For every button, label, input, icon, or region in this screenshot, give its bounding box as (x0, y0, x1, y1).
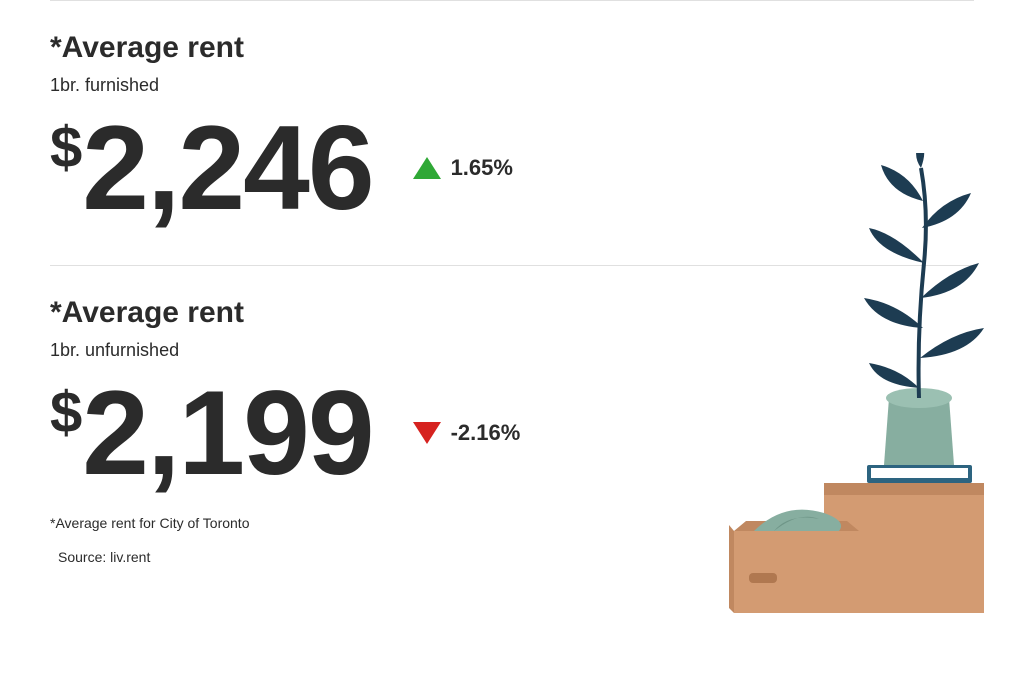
stat-value: $ 2,246 (50, 111, 373, 225)
stat-value: $ 2,199 (50, 376, 373, 490)
stat-number: 2,246 (82, 111, 372, 225)
triangle-up-icon (413, 157, 441, 179)
stat-change: -2.16% (413, 420, 521, 446)
currency-symbol: $ (50, 119, 82, 177)
stat-subtitle: 1br. furnished (50, 75, 974, 96)
stat-number: 2,199 (82, 376, 372, 490)
currency-symbol: $ (50, 384, 82, 442)
stat-title: *Average rent (50, 31, 974, 65)
change-percent: -2.16% (451, 420, 521, 446)
moving-boxes-plant-illustration (729, 153, 989, 623)
change-percent: 1.65% (451, 155, 513, 181)
triangle-down-icon (413, 422, 441, 444)
stat-change: 1.65% (413, 155, 513, 181)
